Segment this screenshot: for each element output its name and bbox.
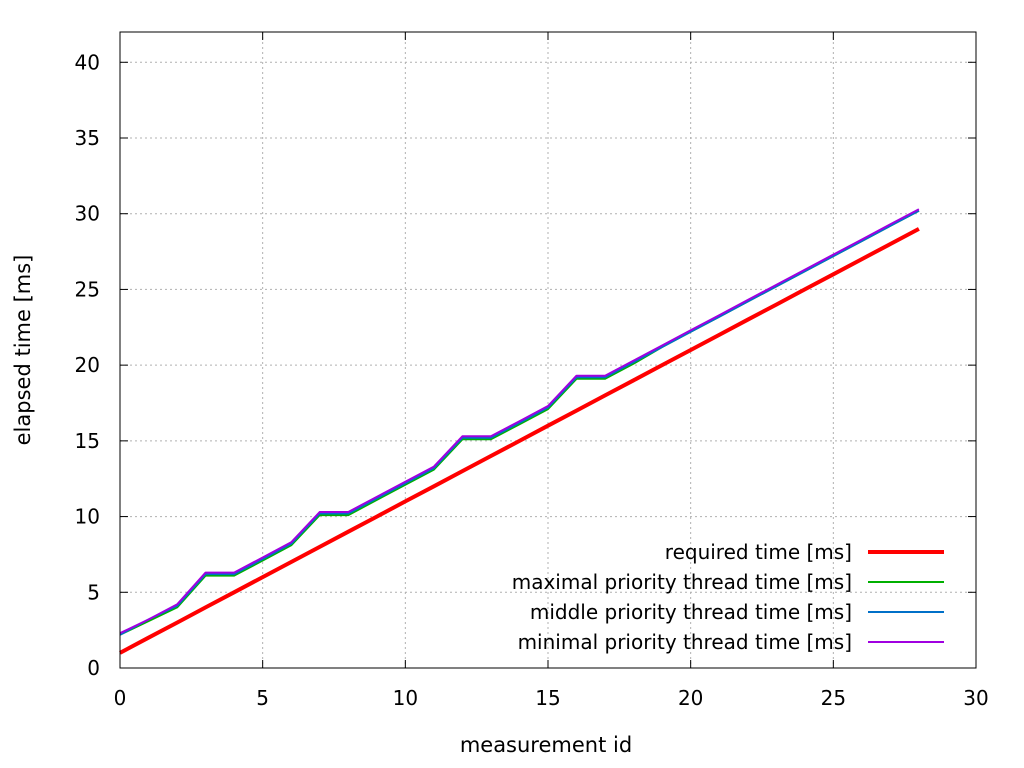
x-tick-label: 20 xyxy=(678,686,703,710)
axis-ticks xyxy=(119,32,977,669)
legend-label-1: required time [ms] xyxy=(665,540,852,564)
y-tick-label: 5 xyxy=(87,580,100,604)
legend-label-2: maximal priority thread time [ms] xyxy=(512,570,852,594)
x-tick-label: 0 xyxy=(114,686,127,710)
x-axis-title: measurement id xyxy=(460,733,632,757)
x-tick-label: 25 xyxy=(821,686,846,710)
y-tick-label: 25 xyxy=(75,277,100,301)
grid xyxy=(120,32,976,668)
y-tick-label: 30 xyxy=(75,202,100,226)
x-tick-label: 15 xyxy=(535,686,560,710)
y-tick-label: 20 xyxy=(75,353,100,377)
tick-labels: 0 5 10 15 20 25 30 0 5 10 15 20 25 30 35 40 xyxy=(75,50,989,710)
y-tick-label: 35 xyxy=(75,126,100,150)
x-tick-label: 10 xyxy=(393,686,418,710)
series-line-4 xyxy=(119,208,920,635)
y-tick-label: 10 xyxy=(75,505,100,529)
legend: required time [ms] maximal priority threa… xyxy=(512,540,944,654)
y-tick-label: 0 xyxy=(87,656,100,680)
series-line-1 xyxy=(119,227,920,655)
x-tick-label: 5 xyxy=(256,686,269,710)
legend-label-4: minimal priority thread time [ms] xyxy=(518,630,852,654)
x-tick-label: 30 xyxy=(963,686,988,710)
y-axis-title: elapsed time [ms] xyxy=(11,255,35,446)
series-line-3 xyxy=(119,209,920,636)
y-tick-label: 15 xyxy=(75,429,100,453)
y-tick-label: 40 xyxy=(75,50,100,74)
series-layer xyxy=(119,208,920,655)
legend-label-3: middle priority thread time [ms] xyxy=(530,600,852,624)
